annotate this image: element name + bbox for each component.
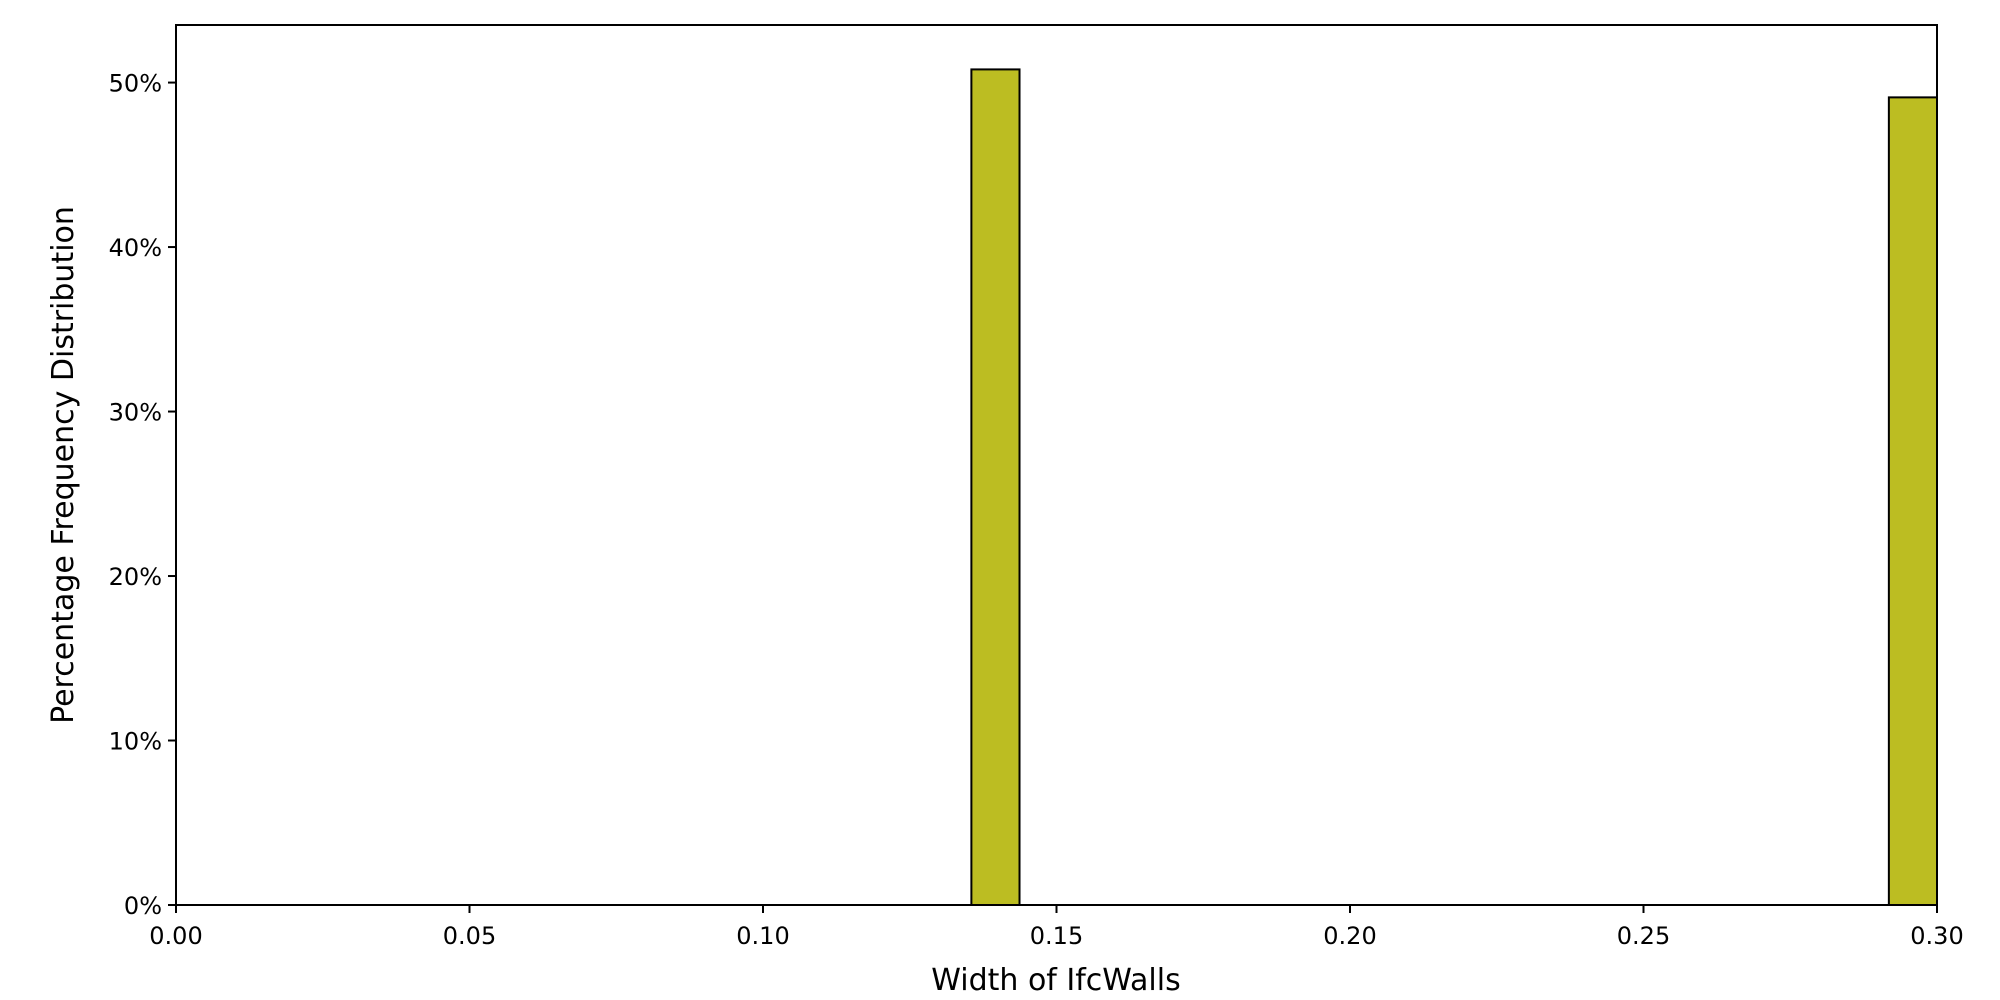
x-tick-label: 0.05 [443,922,496,950]
histogram-bar-1 [1887,96,1938,906]
x-tick-label: 0.30 [1910,922,1963,950]
x-tick-label: 0.25 [1617,922,1670,950]
y-tick-label: 50% [109,70,162,98]
histogram-bar-0 [970,68,1021,907]
x-tick-label: 0.00 [149,922,202,950]
y-tick-label: 40% [109,234,162,262]
x-tick-label: 0.15 [1030,922,1083,950]
plot-area-frame [175,24,1938,906]
x-axis-label: Width of IfcWalls [931,963,1180,998]
x-axis-ticks: 0.00 0.05 0.10 0.15 0.20 0.25 0.30 [149,905,1964,950]
y-axis-label: Percentage Frequency Distribution [46,206,81,724]
y-axis-ticks: 0% 10% 20% 30% 40% 50% [109,70,176,920]
x-tick-label: 0.10 [736,922,789,950]
bars-layer [970,68,1938,907]
y-tick-label: 20% [109,563,162,591]
y-tick-label: 30% [109,399,162,427]
x-tick-label: 0.20 [1323,922,1376,950]
y-tick-label: 10% [109,728,162,756]
y-tick-label: 0% [124,892,162,920]
